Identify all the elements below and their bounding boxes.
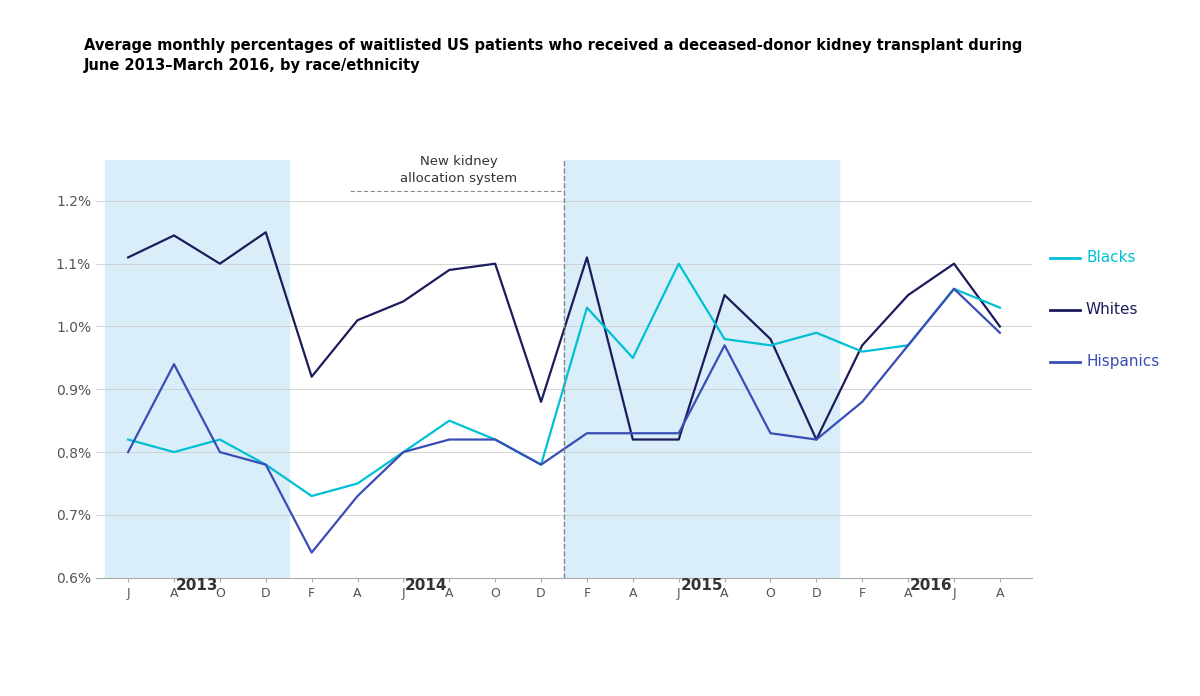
Bar [564,160,839,578]
Bar [106,160,289,578]
Text: New kidney
allocation system: New kidney allocation system [400,155,517,185]
Text: Blacks: Blacks [1086,250,1135,265]
Text: Whites: Whites [1086,302,1139,317]
Text: Average monthly percentages of waitlisted US patients who received a deceased-do: Average monthly percentages of waitliste… [84,38,1022,73]
Text: Hispanics: Hispanics [1086,354,1159,370]
Text: 2015: 2015 [680,578,722,593]
Text: 2014: 2014 [406,578,448,593]
Text: 2016: 2016 [910,578,953,593]
Text: 2013: 2013 [175,578,218,593]
